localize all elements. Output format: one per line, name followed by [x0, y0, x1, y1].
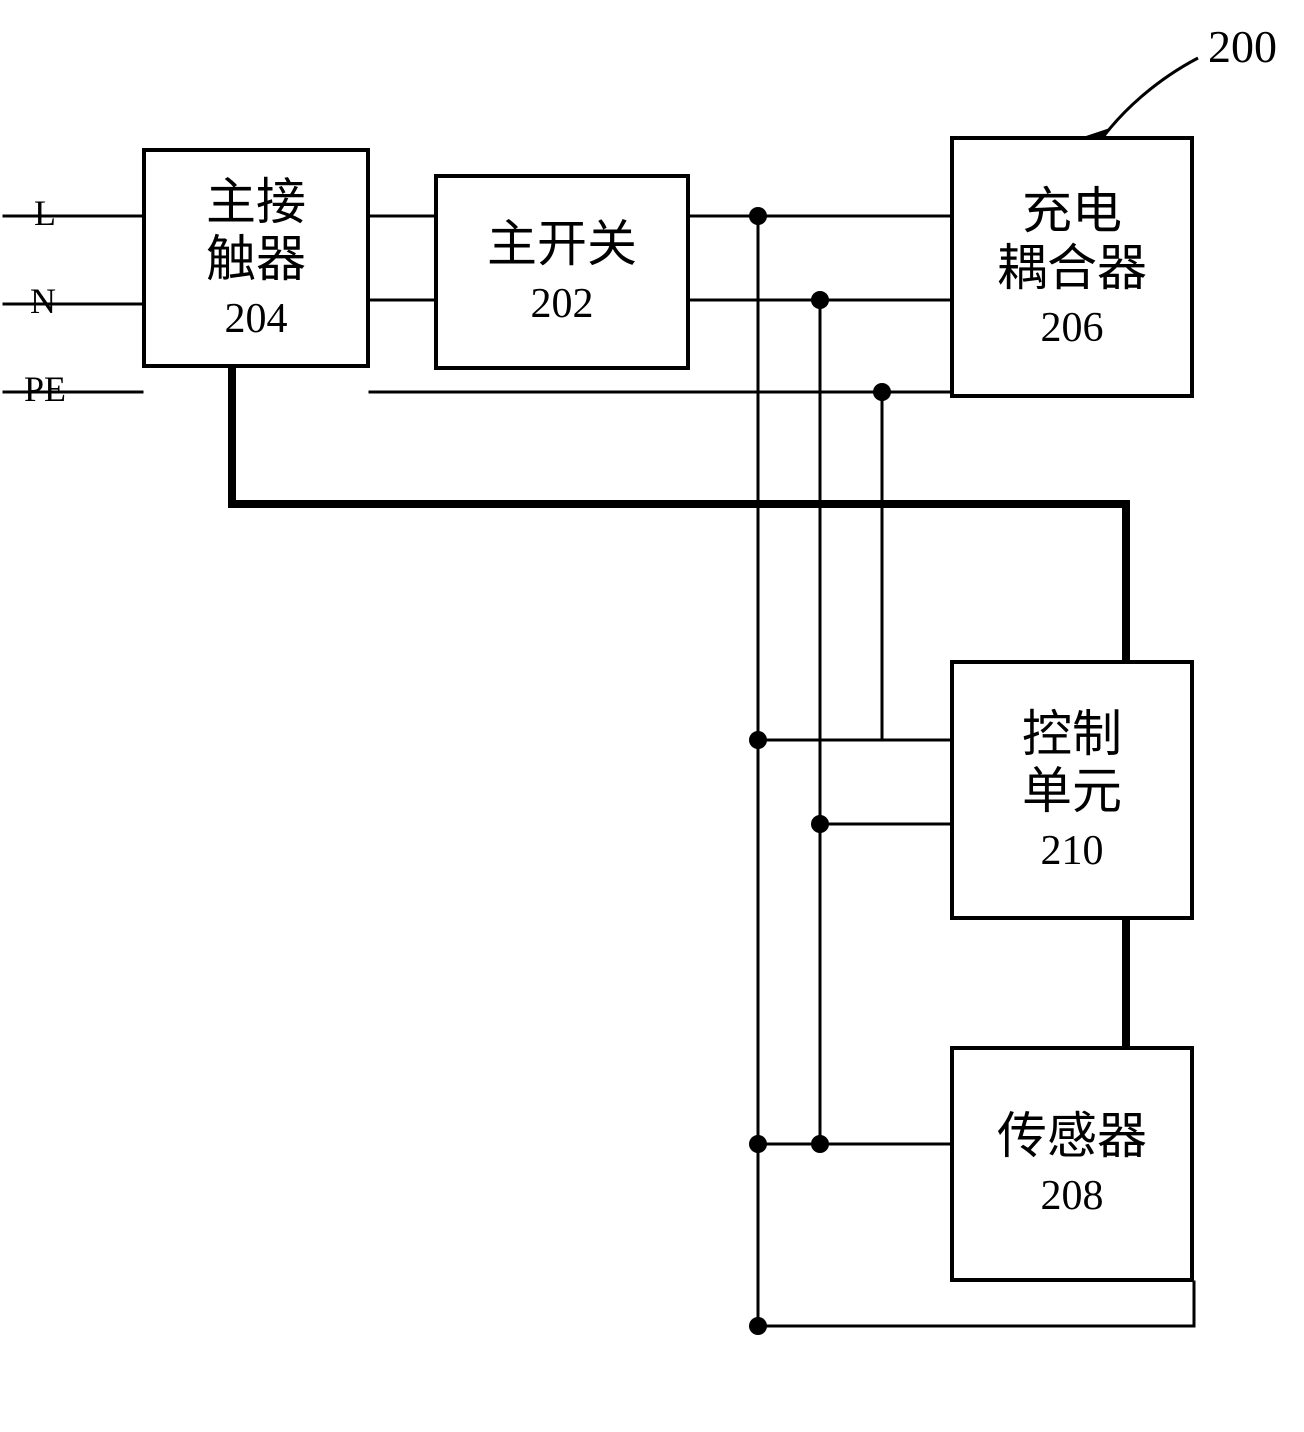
block-coupler: 充电耦合器 206 — [950, 136, 1194, 398]
block-contactor: 主接触器 204 — [142, 148, 370, 368]
figure-refnum: 200 — [1208, 20, 1277, 73]
block-control-label: 控制单元 — [1022, 706, 1122, 821]
block-switch-label: 主开关 — [487, 216, 637, 274]
block-coupler-refnum: 206 — [1041, 304, 1104, 352]
input-label-N: N — [30, 280, 56, 322]
diagram-canvas: 主接触器 204 主开关 202 充电耦合器 206 控制单元 210 传感器 208 L N PE 20… — [0, 0, 1304, 1432]
input-label-L: L — [34, 192, 56, 234]
block-sensor: 传感器 208 — [950, 1046, 1194, 1282]
block-coupler-label: 充电耦合器 — [997, 183, 1147, 298]
block-sensor-label: 传感器 — [997, 1108, 1147, 1166]
block-contactor-label: 主接触器 — [206, 174, 306, 289]
block-control-refnum: 210 — [1041, 827, 1104, 875]
input-label-PE: PE — [24, 368, 66, 410]
block-sensor-refnum: 208 — [1041, 1172, 1104, 1220]
block-control: 控制单元 210 — [950, 660, 1194, 920]
block-contactor-refnum: 204 — [225, 295, 288, 343]
block-switch: 主开关 202 — [434, 174, 690, 370]
block-switch-refnum: 202 — [531, 280, 594, 328]
